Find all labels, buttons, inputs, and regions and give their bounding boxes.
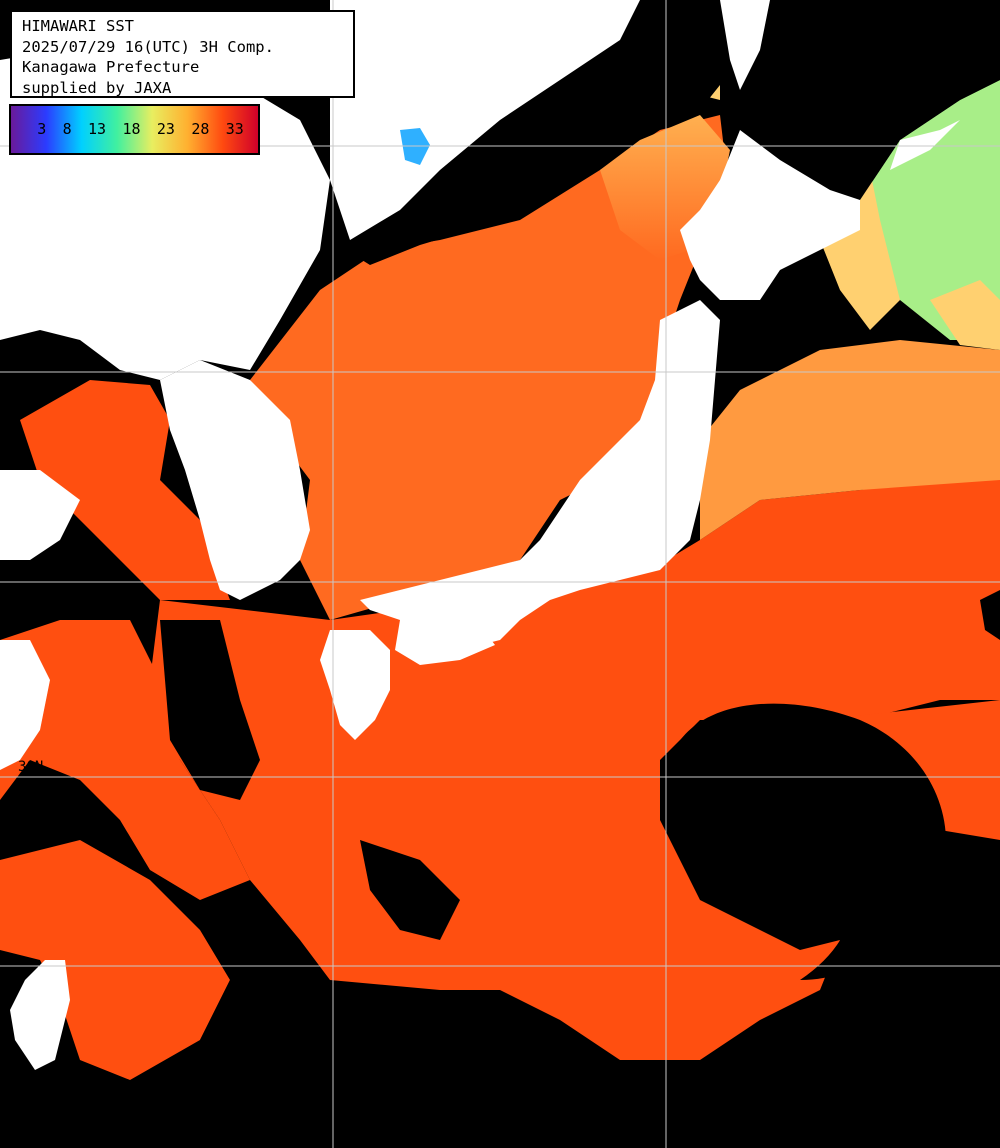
land-sakhalin [720,0,770,90]
cloud-ecs-center [360,840,460,940]
land-honshu [360,300,720,650]
hokkaido-east-yellow [930,280,1000,350]
cloud-ecs [160,620,260,800]
colorbar-tick: 8 [62,120,72,138]
sea-surface-temperature-field [0,20,1000,1080]
cloud-south-west [0,1070,200,1148]
title-line-datetime: 2025/07/29 16(UTC) 3H Comp. [22,37,274,56]
land-kyushu [320,630,390,740]
land-russia-coast [330,0,640,240]
land-hokkaido [680,130,860,300]
colorbar-tick: 28 [191,120,210,138]
okhotsk-sea [860,80,1000,340]
land-kuril [890,120,960,170]
title-line-product: HIMAWARI SST [22,17,134,35]
lat-label-30n: 30N [18,759,44,775]
land-china-north [0,470,80,560]
pacific-central [150,470,1000,1060]
colorbar-tick: 33 [225,120,244,138]
cloud-east-band [820,840,1000,1148]
cloud-east-patch [980,590,1000,640]
lat-label-40n: 40N [14,352,40,368]
land-korea-peninsula [160,360,310,600]
east-china-sea [0,620,250,900]
cloud-far-north-east [760,0,1000,100]
colorbar-tick: 18 [122,120,141,138]
sea-of-japan [250,115,730,620]
title-box: HIMAWARI SST 2025/07/29 16(UTC) 3H Comp.… [10,10,355,98]
colorbar-tick: 23 [156,120,175,138]
yellow-sea [20,380,230,600]
land-taiwan [10,960,70,1070]
colorbar-tick: 13 [88,120,107,138]
temperature-colorbar: 3 8 13 18 23 28 33 [9,104,260,155]
pacific-east [700,340,1000,540]
cloud-south [180,980,830,1148]
title-line-source: supplied by JAXA [22,78,172,97]
colorbar-ticks: 3 8 13 18 23 28 33 [11,120,258,138]
title-line-provider: Kanagawa Prefecture [22,58,200,76]
cloud-north-sea-japan [330,0,760,265]
lon-label-140e: 140E [668,2,684,36]
taiwan-strait [0,840,230,1080]
land-china-east [0,640,50,770]
land-shikoku [395,620,495,665]
cloud-typhoon-core [690,764,872,909]
colorbar-tick: 3 [37,120,47,138]
colorbar-gradient [11,106,258,153]
